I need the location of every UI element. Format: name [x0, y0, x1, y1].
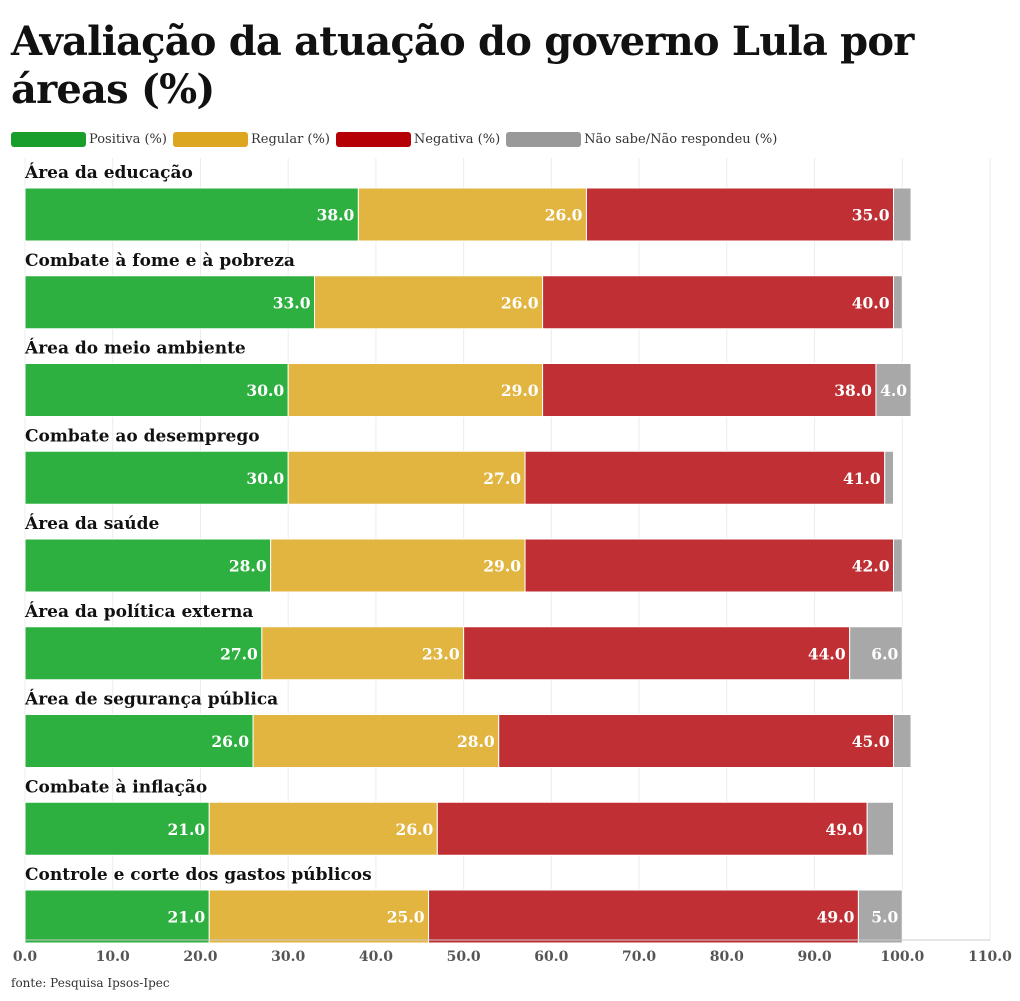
stacked-bar-chart: Área da educação 38.0 26.0 35.0 Combate à fo… [0, 155, 1020, 970]
data-label: 42.0 [852, 557, 890, 576]
data-label: 40.0 [852, 293, 890, 312]
legend-swatch [11, 132, 86, 147]
x-tick-label: 30.0 [271, 949, 305, 965]
bar-segment [543, 364, 876, 417]
bar-segment [25, 276, 315, 329]
data-label: 35.0 [852, 206, 890, 225]
data-label: 26.0 [396, 820, 434, 839]
data-label: 49.0 [817, 908, 855, 927]
data-label: 27.0 [483, 469, 521, 488]
x-tick-label: 100.0 [880, 949, 924, 965]
bar-segment [525, 451, 885, 504]
category-label: Combate à inflação [25, 777, 207, 797]
legend-label: Regular (%) [251, 132, 330, 147]
category-label: Área da educação [24, 162, 193, 183]
legend: Positiva (%) Regular (%) Negativa (%) Não s… [11, 130, 783, 148]
legend-swatch [173, 132, 248, 147]
x-tick-label: 90.0 [797, 949, 831, 965]
x-tick-label: 80.0 [710, 949, 744, 965]
data-label: 5.0 [871, 908, 898, 927]
bar-segment [894, 715, 912, 768]
data-label: 44.0 [808, 644, 846, 663]
legend-label: Negativa (%) [414, 132, 500, 147]
bar-segment [525, 539, 893, 592]
legend-label: Não sabe/Não respondeu (%) [584, 132, 777, 147]
bar-segment [499, 715, 894, 768]
data-label: 26.0 [211, 732, 249, 751]
data-label: 27.0 [220, 644, 258, 663]
category-label: Área do meio ambiente [24, 338, 246, 359]
data-label: 49.0 [825, 820, 863, 839]
legend-swatch [336, 132, 411, 147]
x-tick-label: 0.0 [13, 949, 38, 965]
data-label: 25.0 [387, 908, 425, 927]
x-tick-label: 50.0 [447, 949, 481, 965]
data-label: 26.0 [545, 206, 583, 225]
x-tick-label: 40.0 [359, 949, 393, 965]
source-note: fonte: Pesquisa Ipsos-Ipec [11, 976, 170, 990]
x-tick-label: 10.0 [96, 949, 130, 965]
chart-title: Avaliação da atuação do governo Lula por… [11, 18, 1001, 114]
data-label: 38.0 [317, 206, 355, 225]
data-label: 21.0 [167, 908, 205, 927]
legend-item: Regular (%) [173, 132, 330, 147]
bar-segment [867, 802, 893, 855]
bar-segment [464, 627, 850, 680]
data-label: 29.0 [501, 381, 539, 400]
bar-segment [894, 539, 903, 592]
data-label: 41.0 [843, 469, 881, 488]
bar-segment [429, 890, 859, 943]
data-label: 33.0 [273, 293, 311, 312]
data-label: 6.0 [871, 644, 898, 663]
category-label: Combate ao desemprego [25, 426, 260, 446]
data-label: 29.0 [483, 557, 521, 576]
x-tick-label: 70.0 [622, 949, 656, 965]
bar-segment [543, 276, 894, 329]
data-label: 38.0 [834, 381, 872, 400]
data-label: 26.0 [501, 293, 539, 312]
category-label: Controle e corte dos gastos públicos [25, 865, 372, 885]
legend-item: Negativa (%) [336, 132, 500, 147]
data-label: 21.0 [167, 820, 205, 839]
legend-swatch [506, 132, 581, 147]
legend-item: Positiva (%) [11, 132, 167, 147]
data-label: 28.0 [457, 732, 495, 751]
bar-segment [25, 188, 358, 241]
data-label: 28.0 [229, 557, 267, 576]
bar-segment [885, 451, 894, 504]
legend-label: Positiva (%) [89, 132, 167, 147]
x-tick-label: 60.0 [534, 949, 568, 965]
category-label: Combate à fome e à pobreza [25, 251, 295, 271]
bar-segment [437, 802, 867, 855]
data-label: 30.0 [246, 381, 284, 400]
data-label: 45.0 [852, 732, 890, 751]
bar-segment [586, 188, 893, 241]
category-label: Área de segurança pública [24, 689, 278, 710]
category-label: Área da saúde [24, 513, 160, 534]
x-tick-label: 20.0 [183, 949, 217, 965]
data-label: 23.0 [422, 644, 460, 663]
legend-item: Não sabe/Não respondeu (%) [506, 132, 777, 147]
category-label: Área da política externa [24, 601, 253, 622]
data-label: 30.0 [246, 469, 284, 488]
bar-segment [894, 188, 912, 241]
data-label: 4.0 [880, 381, 907, 400]
x-tick-label: 110.0 [968, 949, 1012, 965]
bar-segment [894, 276, 903, 329]
